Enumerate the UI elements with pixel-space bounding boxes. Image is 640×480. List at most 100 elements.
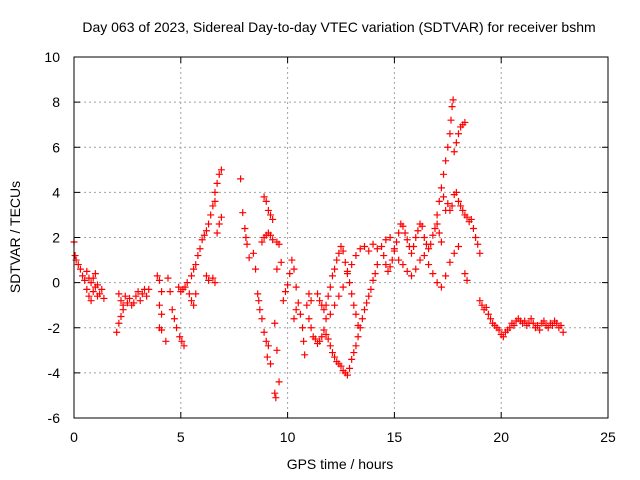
data-point — [427, 240, 435, 248]
data-point — [113, 328, 121, 336]
data-point — [273, 346, 281, 354]
data-point — [403, 267, 411, 275]
data-point — [484, 310, 492, 318]
data-point — [442, 157, 450, 165]
y-tick-label: 10 — [44, 49, 60, 65]
data-point — [506, 324, 514, 332]
data-point — [369, 240, 377, 248]
data-point — [446, 258, 454, 266]
data-point — [258, 315, 266, 323]
data-point — [267, 211, 275, 219]
data-point — [138, 290, 146, 298]
data-point — [395, 229, 403, 237]
data-point — [331, 301, 339, 309]
data-point — [162, 337, 170, 345]
data-point — [472, 234, 480, 241]
data-point — [373, 261, 381, 269]
data-point — [474, 240, 482, 248]
data-point — [74, 261, 82, 269]
data-point — [433, 220, 441, 228]
data-point — [399, 222, 407, 230]
data-point — [211, 279, 219, 287]
data-point — [469, 224, 477, 232]
data-point — [412, 265, 420, 273]
data-point — [416, 256, 424, 264]
data-point — [187, 272, 195, 280]
data-point — [213, 179, 221, 187]
data-point — [382, 236, 390, 244]
data-point — [187, 297, 195, 305]
data-point — [322, 331, 330, 339]
data-point — [548, 321, 556, 329]
data-point — [333, 256, 341, 264]
data-point — [371, 270, 379, 278]
data-point — [300, 337, 308, 345]
data-point — [215, 170, 223, 178]
data-point — [192, 290, 200, 298]
x-tick-labels: 0 5 10 15 20 25 — [70, 429, 616, 445]
data-point — [243, 240, 251, 248]
data-point — [457, 202, 465, 210]
data-point — [328, 272, 336, 280]
data-point — [207, 211, 215, 219]
data-point — [335, 249, 343, 257]
data-point — [388, 256, 396, 264]
data-point — [403, 236, 411, 244]
data-point — [544, 324, 552, 332]
data-point — [115, 290, 123, 298]
data-point — [337, 362, 345, 370]
data-point — [339, 283, 347, 291]
data-point — [305, 315, 313, 323]
data-point — [271, 389, 279, 397]
data-point — [87, 279, 95, 287]
data-point — [87, 297, 95, 305]
data-point — [269, 236, 277, 244]
data-point — [91, 270, 99, 278]
data-point — [318, 333, 326, 341]
data-point — [386, 234, 394, 241]
data-point — [356, 245, 364, 253]
data-point — [331, 353, 339, 361]
data-point — [450, 249, 458, 257]
data-point — [307, 324, 315, 332]
data-point — [296, 310, 304, 318]
data-point — [178, 337, 186, 345]
y-tick-label: 4 — [52, 184, 60, 200]
data-point — [476, 249, 484, 257]
data-point — [444, 143, 452, 151]
data-point — [337, 243, 345, 251]
data-point — [521, 317, 529, 325]
y-tick-labels: -6 -4 -2 0 2 4 6 8 10 — [44, 49, 60, 426]
data-point — [352, 310, 360, 318]
data-point — [245, 254, 253, 262]
data-point — [363, 299, 371, 307]
data-point — [420, 252, 428, 260]
data-point — [328, 349, 336, 357]
data-point — [168, 306, 176, 314]
data-point — [130, 299, 138, 307]
data-point — [499, 333, 507, 341]
data-point — [290, 265, 298, 273]
data-point — [249, 249, 257, 257]
data-point — [407, 272, 415, 280]
data-point — [194, 252, 202, 260]
data-point — [205, 220, 213, 228]
data-point — [380, 252, 388, 260]
data-point — [365, 247, 373, 255]
data-point — [117, 297, 125, 305]
data-point — [476, 297, 484, 305]
data-point — [346, 364, 354, 372]
data-point — [311, 335, 319, 343]
data-point — [435, 229, 443, 237]
data-point — [209, 202, 217, 210]
data-point — [343, 371, 351, 379]
data-point — [378, 243, 386, 251]
data-point — [292, 306, 300, 314]
data-point — [158, 326, 166, 334]
data-point — [448, 202, 456, 210]
data-point — [418, 222, 426, 230]
data-point — [83, 285, 91, 293]
data-point — [292, 283, 300, 291]
data-point — [262, 197, 270, 205]
data-point — [478, 301, 486, 309]
